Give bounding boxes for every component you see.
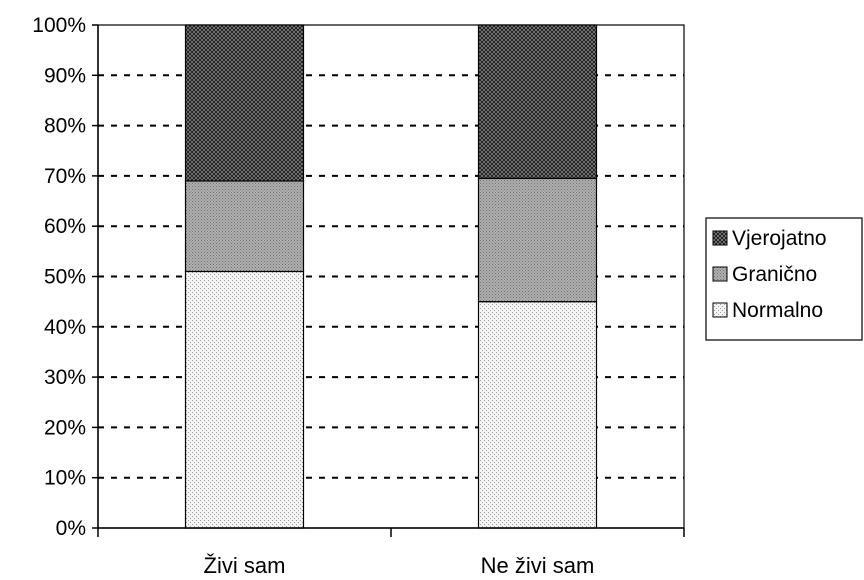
bar-segment bbox=[477, 177, 598, 303]
y-tick-label: 80% bbox=[44, 115, 86, 138]
legend-label: Normalno bbox=[732, 299, 823, 322]
x-category-label: Ne živi sam bbox=[481, 553, 595, 578]
legend-label: Granično bbox=[732, 263, 817, 286]
legend-swatch bbox=[712, 230, 728, 246]
y-tick-label: 90% bbox=[44, 64, 86, 87]
bar-segment bbox=[184, 180, 305, 273]
x-axis-labels: Živi sam Ne živi sam bbox=[204, 553, 595, 578]
y-tick-label: 10% bbox=[44, 467, 86, 490]
y-tick-label: 70% bbox=[44, 165, 86, 188]
y-tick-label: 20% bbox=[44, 416, 86, 439]
bar-segment bbox=[184, 270, 305, 529]
legend-swatch bbox=[712, 266, 728, 282]
y-tick-label: 100% bbox=[32, 14, 86, 37]
legend: Vjerojatno Granično Normalno bbox=[705, 217, 863, 341]
bar-segment bbox=[477, 24, 598, 180]
legend-box bbox=[705, 217, 863, 341]
y-tick-label: 30% bbox=[44, 366, 86, 389]
bar-segment bbox=[184, 24, 305, 182]
y-tick-label: 0% bbox=[56, 517, 86, 540]
y-tick-label: 60% bbox=[44, 215, 86, 238]
legend-swatch bbox=[712, 302, 728, 318]
legend-label: Vjerojatno bbox=[732, 227, 827, 250]
y-tick-label: 40% bbox=[44, 316, 86, 339]
bar-segment bbox=[477, 301, 598, 529]
y-axis-ticks: 0% 10% 20% 30% 40% 50% 60% 70% 80% 90% 100% bbox=[32, 14, 98, 540]
bars bbox=[184, 24, 598, 529]
x-category-label: Živi sam bbox=[204, 553, 286, 578]
y-tick-label: 50% bbox=[44, 266, 86, 289]
